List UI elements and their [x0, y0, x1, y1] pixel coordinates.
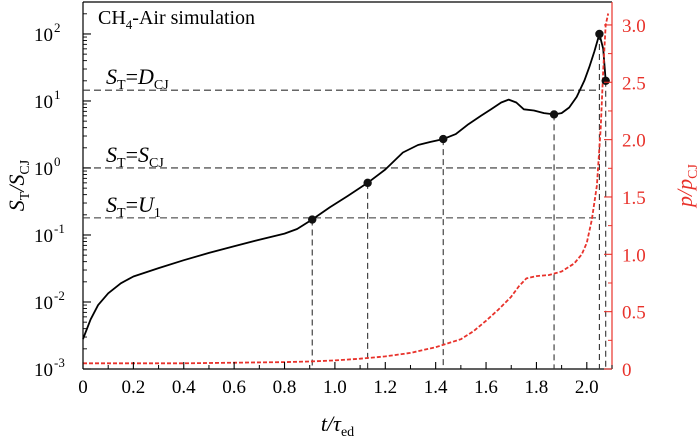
marker-layer: [308, 29, 610, 224]
x-tick-label: 0: [78, 377, 88, 398]
y-right-axis-title: p/pCJ: [672, 163, 700, 208]
x-axis: 0 0.2 0.4 0.6 0.8 1.0 1.2 1.4 1.6 1.8 2.0 t/τed: [78, 362, 613, 439]
x-tick-label: 0.4: [172, 377, 196, 398]
y-left-tick-exponent: -3: [54, 355, 65, 370]
y-right-tick-label: 0: [622, 360, 632, 381]
y-left-tick-label: 10: [34, 25, 53, 46]
reference-line-label: ST=SCJ: [106, 142, 164, 171]
x-tick-label: 1.2: [373, 377, 397, 398]
x-tick-label: 0.6: [222, 377, 246, 398]
y-left-tick-label: 10: [34, 226, 53, 247]
x-tick-label: 1.6: [474, 377, 498, 398]
plot-frame: [82, 1, 613, 370]
y-left-tick-exponent: 1: [54, 87, 61, 102]
reference-line-label: ST=DCJ: [106, 64, 169, 93]
x-tick-label: 0.2: [122, 377, 146, 398]
x-tick-label: 1.8: [525, 377, 549, 398]
reference-line-label: ST=U1: [106, 192, 161, 221]
y-right-tick-label: 3.0: [622, 16, 646, 37]
flame-speed-line: [82, 33, 607, 340]
titles: CH4-Air simulation: [98, 7, 255, 32]
y-left-axis-title: ST/SCJ: [4, 159, 33, 211]
data-marker: [601, 76, 610, 86]
data-marker: [439, 134, 448, 144]
y-right-tick-label: 1.0: [622, 245, 646, 266]
y-left-tick-exponent: 0: [54, 154, 61, 169]
y-left-tick-label: 10: [34, 92, 53, 113]
annotations: ST=DCJ ST=SCJ ST=U1: [106, 64, 169, 221]
data-marker: [549, 110, 559, 119]
series-layer: [82, 13, 610, 365]
y-left-tick-exponent: 2: [54, 20, 61, 35]
reference-lines: [83, 89, 600, 219]
y-right-tick-label: 0.5: [622, 303, 646, 324]
drop-lines: [311, 33, 607, 369]
x-tick-label: 0.8: [273, 377, 297, 398]
data-marker: [595, 29, 604, 39]
chart-title: CH4-Air simulation: [98, 7, 255, 32]
y-left-tick-exponent: -2: [54, 288, 65, 303]
data-marker: [308, 215, 317, 224]
y-left-tick-label: 10: [34, 293, 53, 314]
y-left-tick-exponent: -1: [54, 221, 65, 236]
x-tick-label: 1.0: [323, 377, 347, 398]
y-right-tick-label: 2.0: [622, 131, 646, 152]
y-left-tick-label: 10: [34, 159, 53, 180]
x-tick-label: 1.4: [424, 377, 448, 398]
y-left-tick-label: 10: [34, 360, 53, 381]
x-tick-label: 2.0: [575, 377, 599, 398]
pressure-line: [83, 13, 610, 365]
x-axis-title: t/τed: [321, 411, 354, 439]
data-marker: [363, 178, 372, 188]
y-axis-right: 0 0.5 1.0 1.5 2.0 2.5 3.0 p/pCJ: [604, 16, 700, 381]
y-right-tick-label: 1.5: [622, 188, 646, 209]
y-right-tick-label: 2.5: [622, 73, 646, 94]
